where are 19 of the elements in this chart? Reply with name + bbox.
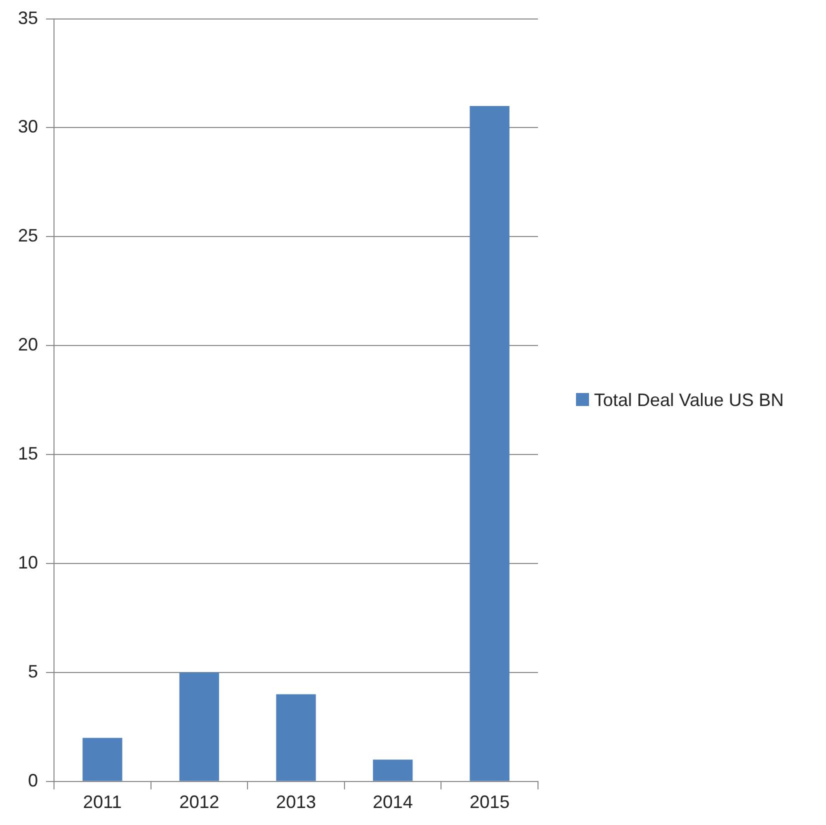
x-tick-label: 2013: [276, 792, 316, 812]
bar: [372, 760, 413, 781]
x-tick-label: 2011: [83, 792, 122, 812]
y-tick-label: 25: [18, 226, 38, 246]
y-tick-label: 35: [18, 8, 38, 28]
x-tick-label: 2015: [470, 792, 510, 812]
y-tick-label: 30: [18, 116, 38, 137]
x-tick-label: 2012: [179, 792, 220, 812]
bar: [276, 694, 316, 781]
bar: [179, 672, 220, 781]
y-tick-label: 5: [28, 661, 38, 682]
y-tick-label: 10: [18, 552, 38, 572]
y-tick-label: 15: [18, 444, 38, 464]
y-tick-label: 20: [18, 334, 38, 355]
x-tick-label: 2014: [372, 792, 413, 812]
y-tick-label: 0: [28, 770, 38, 790]
legend-label: Total Deal Value US BN: [594, 389, 784, 412]
bar: [82, 738, 122, 781]
bar: [470, 106, 510, 781]
